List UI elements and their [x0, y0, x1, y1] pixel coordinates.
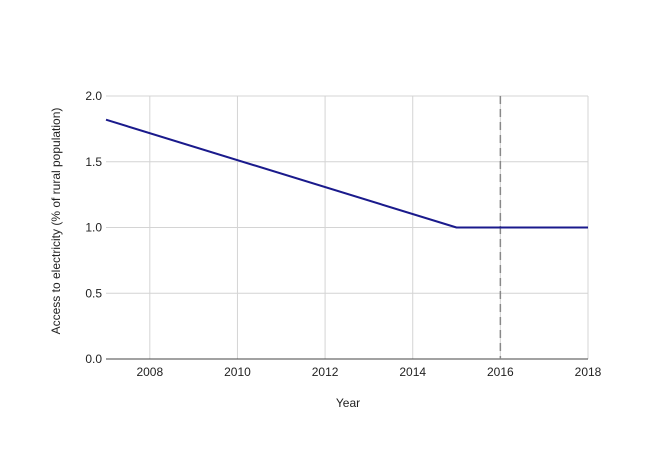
x-tick-label: 2012: [312, 365, 339, 379]
x-tick-label: 2016: [487, 365, 514, 379]
y-tick-label: 1.0: [85, 221, 102, 235]
grid: [106, 95, 589, 360]
series-group: [105, 118, 588, 229]
x-tick-label: 2010: [224, 365, 251, 379]
y-tick-label: 2.0: [85, 89, 102, 103]
y-axis-title: Access to electricity (% of rural popula…: [49, 108, 63, 335]
x-tick-label: 2008: [136, 365, 163, 379]
y-tick-label: 0.0: [85, 352, 102, 366]
y-axis-ticks: 0.0 0.5 1.0 1.5 2.0: [85, 89, 102, 366]
x-axis-ticks: 2008 2010 2012 2014 2016 2018: [136, 365, 601, 379]
y-tick-label: 1.5: [85, 155, 102, 169]
x-tick-label: 2014: [399, 365, 426, 379]
x-tick-label: 2018: [575, 365, 602, 379]
y-tick-label: 0.5: [85, 286, 102, 300]
x-axis-title: Year: [336, 396, 360, 410]
series-line: [105, 118, 588, 229]
